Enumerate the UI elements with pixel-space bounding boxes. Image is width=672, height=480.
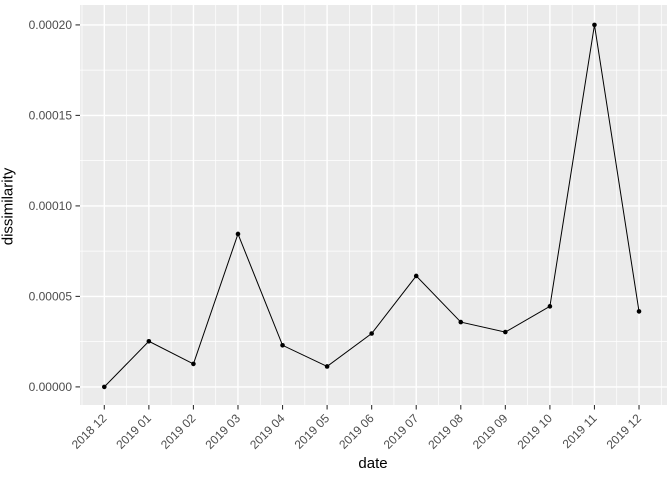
x-tick-label: 2019 04 <box>247 411 288 452</box>
x-tick-label: 2019 05 <box>292 411 333 452</box>
y-tick-label: 0.00020 <box>29 18 73 32</box>
data-point <box>369 331 374 336</box>
y-axis-title: dissimilarity <box>0 167 17 246</box>
x-axis-title: date <box>358 455 388 472</box>
data-point <box>191 361 196 367</box>
x-tick-label: 2019 12 <box>604 411 645 452</box>
x-tick-label: 2019 08 <box>425 411 466 452</box>
x-tick-label: 2019 02 <box>158 411 199 452</box>
y-tick-label: 0.00005 <box>29 289 73 303</box>
data-point <box>592 22 597 28</box>
x-tick-label: 2019 11 <box>560 411 600 451</box>
y-tick-label: 0.00010 <box>29 199 73 213</box>
x-tick-label: 2019 09 <box>470 411 511 452</box>
data-point <box>503 329 508 335</box>
data-point <box>102 384 107 390</box>
x-tick-label: 2018 12 <box>69 411 110 452</box>
x-tick-label: 2019 01 <box>113 411 154 452</box>
x-tick-label: 2019 07 <box>381 411 422 452</box>
data-point <box>547 304 553 309</box>
data-point <box>235 231 241 237</box>
x-tick-label: 2019 10 <box>514 411 555 452</box>
x-tick-label: 2019 03 <box>203 411 244 452</box>
data-point <box>636 309 642 314</box>
data-point <box>280 342 285 348</box>
y-tick-label: 0.00015 <box>29 108 73 122</box>
data-point <box>146 338 152 344</box>
data-point <box>324 364 330 369</box>
data-point <box>413 273 419 279</box>
data-point <box>458 319 464 325</box>
x-tick-label: 2019 06 <box>336 411 377 452</box>
y-tick-label: 0.00000 <box>29 380 73 394</box>
panel-background <box>80 5 667 405</box>
